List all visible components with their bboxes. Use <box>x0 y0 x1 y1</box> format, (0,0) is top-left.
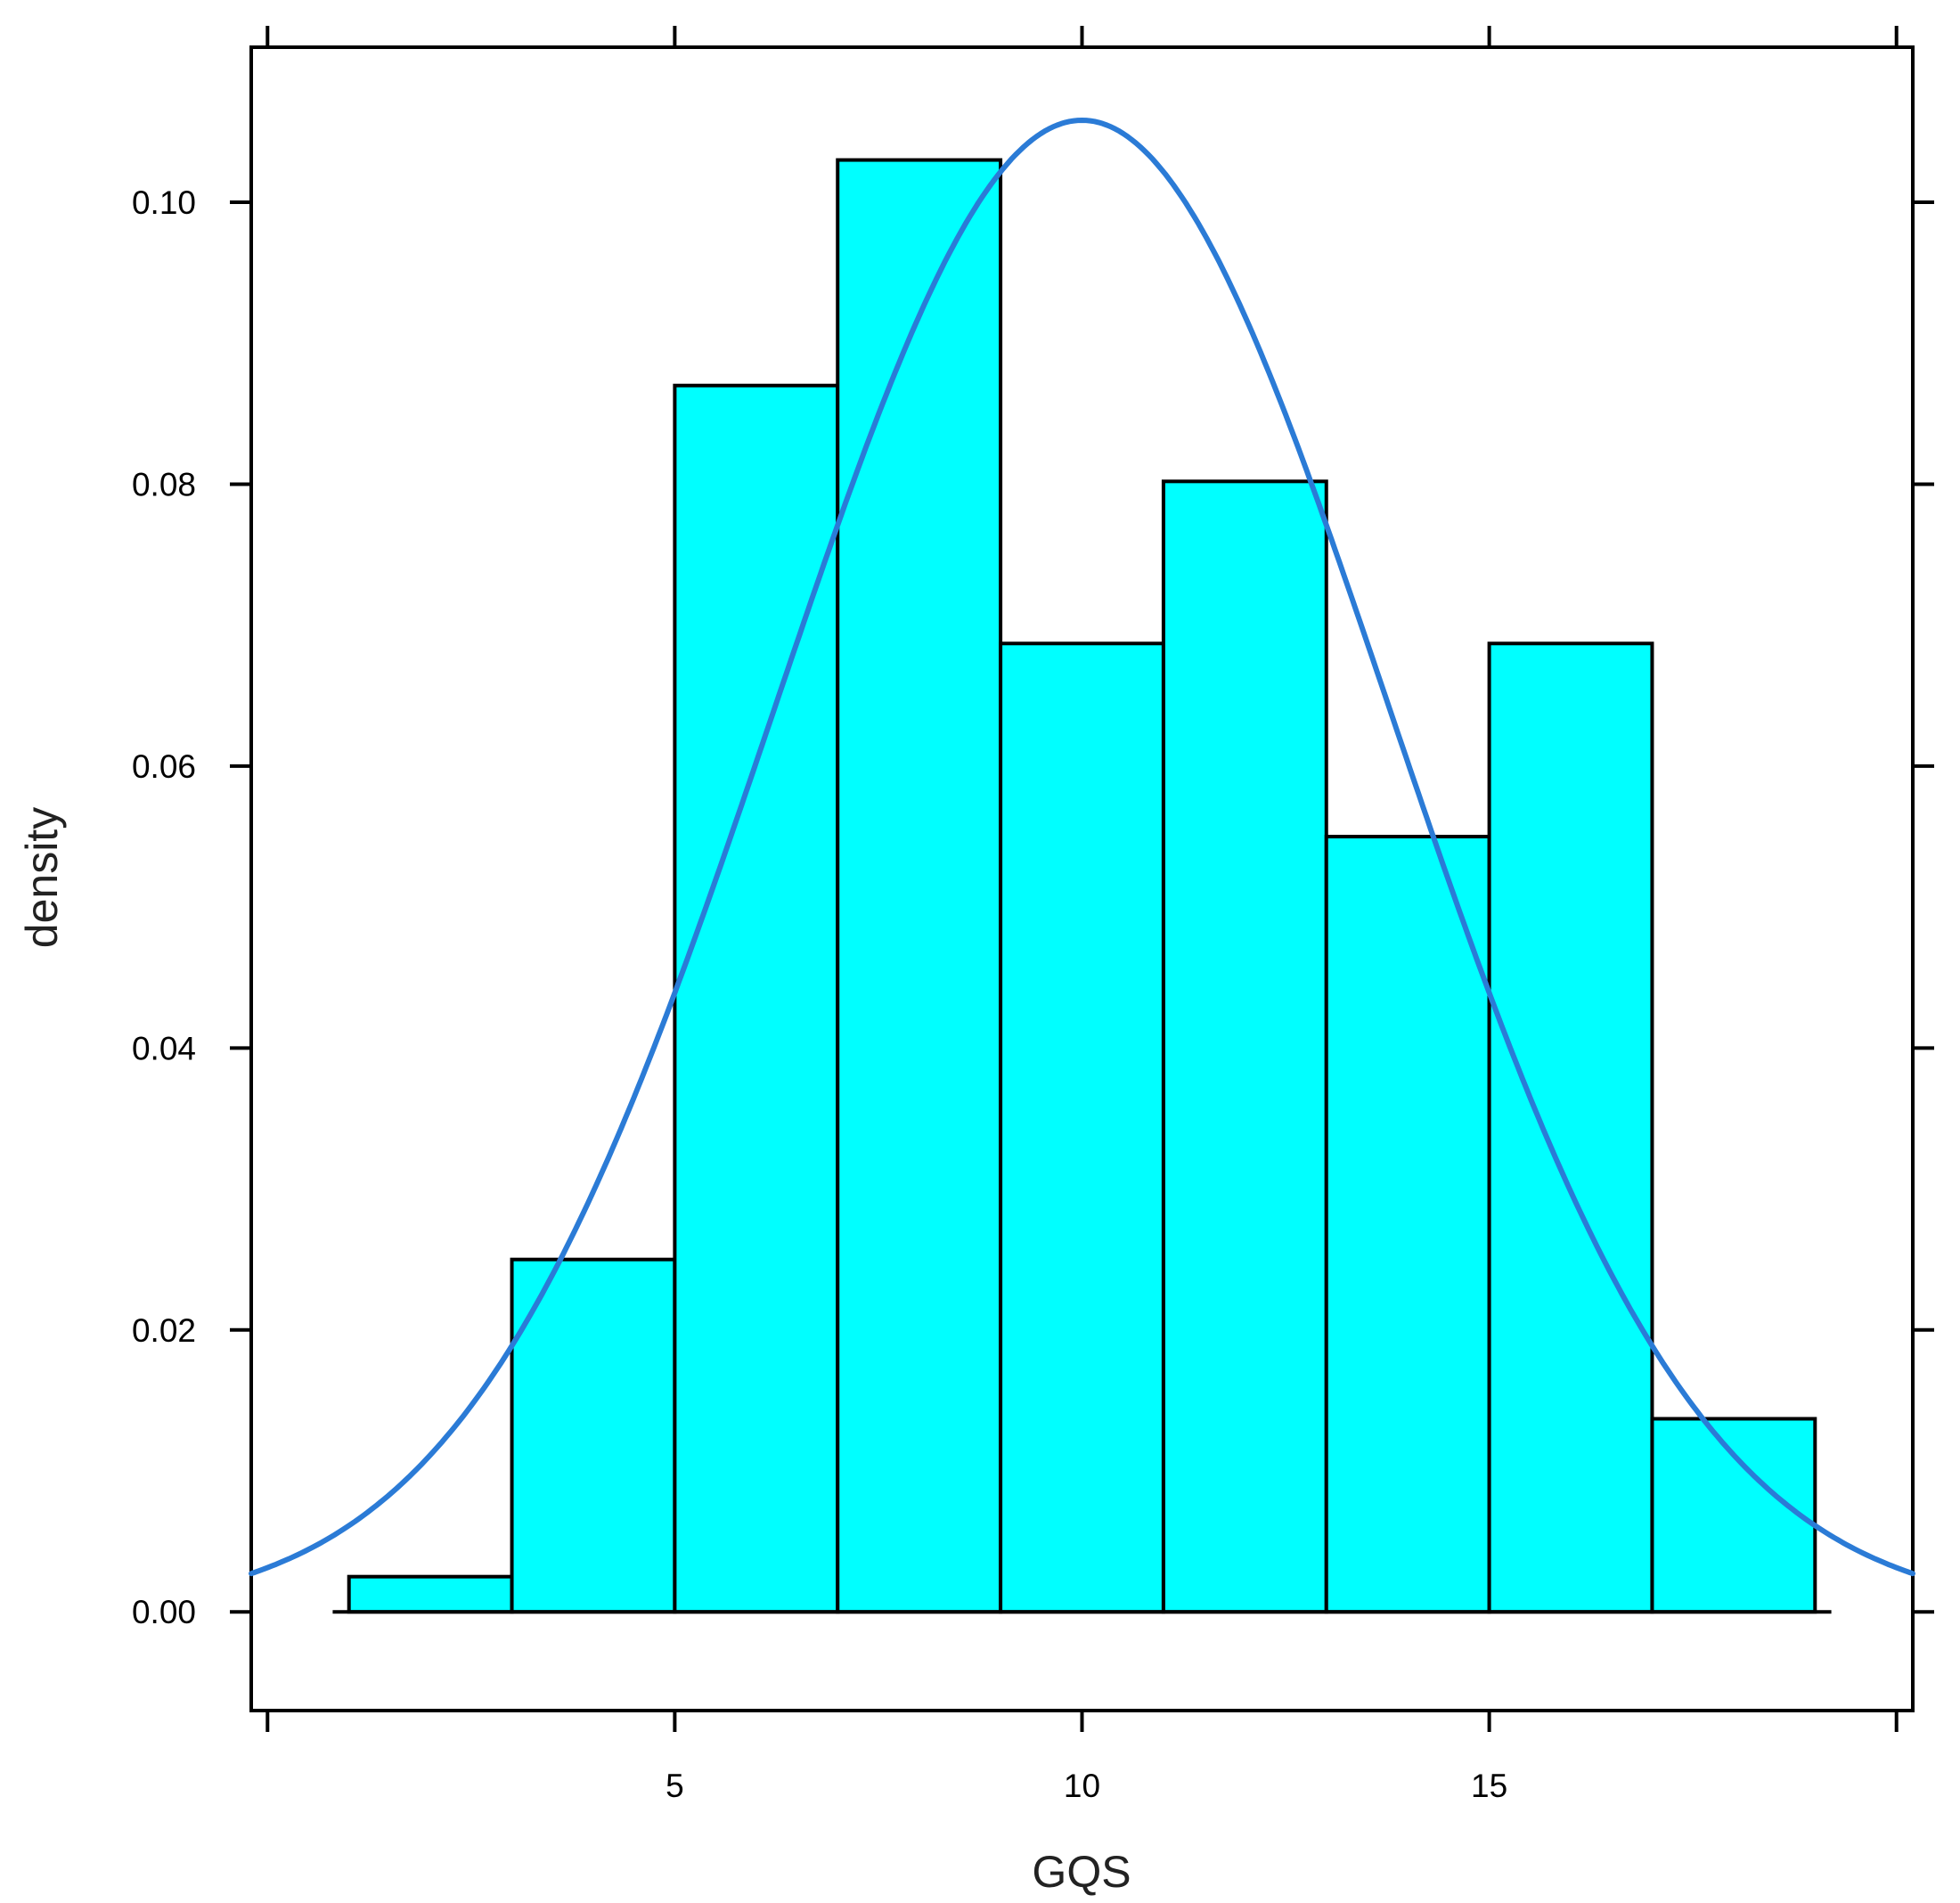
normal-density-curve <box>249 118 1915 1577</box>
x-axis-ticks: 5 10 15 <box>265 26 1899 1804</box>
x-axis-title: GQS <box>1032 1847 1131 1897</box>
histogram-bar-1 <box>347 1574 514 1614</box>
y-tick-label: 0.04 <box>132 1030 196 1066</box>
y-tick-label: 0.08 <box>132 466 196 502</box>
x-tick-label: 15 <box>1471 1768 1507 1804</box>
histogram-bar-5 <box>999 641 1165 1614</box>
histogram-bar-2 <box>510 1257 677 1614</box>
histogram-bar-7 <box>1324 835 1491 1614</box>
x-tick-label: 5 <box>666 1768 684 1804</box>
histogram-bar-9 <box>1650 1417 1817 1614</box>
y-tick-label: 0.00 <box>132 1594 196 1630</box>
y-axis-ticks: 0.00 0.02 0.04 0.06 0.08 0.10 <box>132 184 1934 1630</box>
y-tick-label: 0.02 <box>132 1312 196 1349</box>
histogram-bar-6 <box>1161 479 1328 1614</box>
histogram-bar-8 <box>1487 641 1654 1614</box>
y-axis-title: density <box>17 807 67 948</box>
histogram-bars <box>347 158 1817 1614</box>
histogram-bar-3 <box>673 383 840 1614</box>
histogram-bar-4 <box>836 158 1003 1614</box>
x-tick-label: 10 <box>1064 1768 1100 1804</box>
y-tick-label: 0.10 <box>132 184 196 221</box>
y-tick-label: 0.06 <box>132 748 196 785</box>
